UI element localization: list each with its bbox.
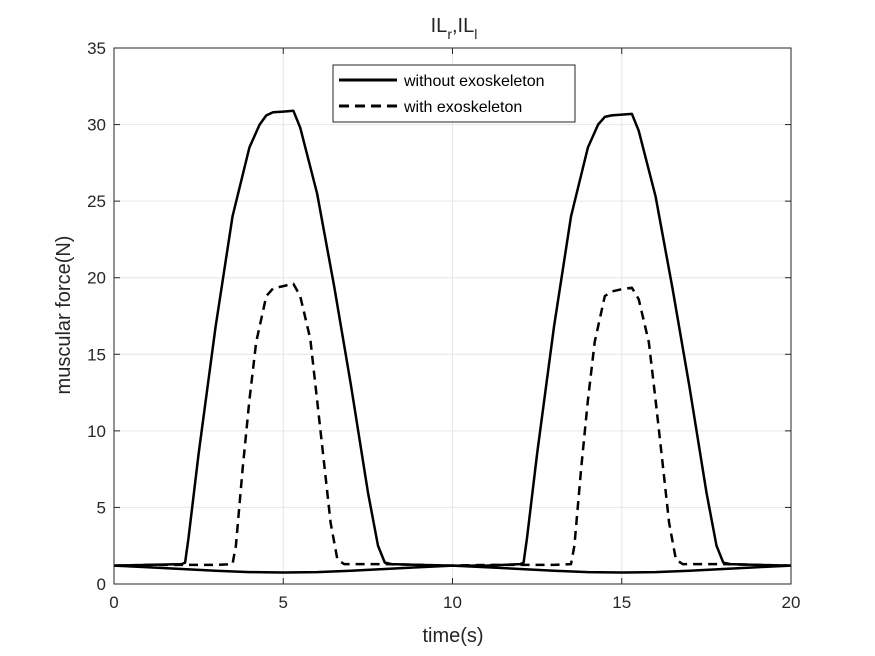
x-tick-label: 15 [612,593,631,612]
ticks: 0 5 10 15 20 0 5 10 15 20 25 30 35 [87,39,800,612]
y-tick-label: 35 [87,39,106,58]
title-subscript-2: l [474,26,477,42]
title-part-1: IL [431,15,448,37]
legend-label-with: with exoskeleton [403,99,522,116]
y-tick-label: 30 [87,116,106,135]
chart-title: ILr,ILl [431,15,478,42]
y-axis-label: muscular force(N) [53,236,75,395]
series-group [113,109,792,574]
x-axis-label: time(s) [422,625,483,647]
grid [113,47,792,585]
legend-box [332,64,576,123]
x-tick-label: 20 [782,593,801,612]
x-tick-label: 5 [279,593,288,612]
y-tick-label: 15 [87,345,106,364]
y-tick-label: 5 [97,498,106,517]
legend: without exoskeleton with exoskeleton [332,64,576,123]
y-tick-label: 25 [87,192,106,211]
title-part-2: ,IL [452,15,474,37]
x-tick-label: 10 [443,593,462,612]
y-tick-label: 20 [87,269,106,288]
legend-label-without: without exoskeleton [403,73,545,90]
y-tick-label: 10 [87,422,106,441]
title-subscript-1: r [447,26,452,42]
series-line-3 [113,564,792,574]
y-tick-label: 0 [97,575,106,594]
x-tick-label: 0 [109,593,118,612]
